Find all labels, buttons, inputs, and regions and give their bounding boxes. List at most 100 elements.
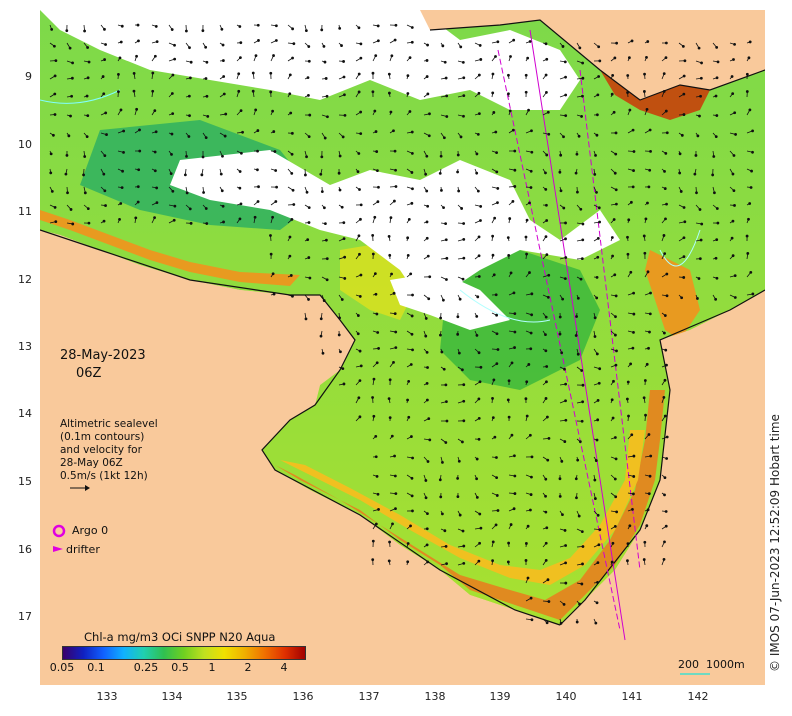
velocity-vector-head (546, 578, 550, 582)
velocity-vector-head (530, 292, 534, 296)
cloud-gap (170, 150, 620, 300)
velocity-vector-head (642, 396, 646, 400)
velocity-vector-head (290, 172, 294, 175)
velocity-vector-head (319, 172, 323, 176)
velocity-vector-head (513, 330, 517, 334)
velocity-vector-head (495, 456, 498, 459)
velocity-vector-head (253, 215, 257, 219)
velocity-vector-head (171, 73, 175, 77)
velocity-vector-head (630, 39, 634, 43)
velocity-vector-head (577, 134, 581, 138)
velocity-vector-head (646, 40, 650, 43)
velocity-vector-head (558, 477, 562, 481)
velocity-vector-head (642, 90, 646, 93)
velocity-vector-head (596, 418, 600, 422)
velocity-vector-head (410, 314, 414, 318)
velocity-vector-head (459, 45, 463, 49)
velocity-vector-head (269, 90, 273, 94)
velocity-vector-head (628, 524, 632, 528)
velocity-vector-head (338, 26, 342, 30)
velocity-vector-head (629, 362, 633, 366)
velocity-vector-head (308, 276, 312, 280)
velocity-vector-head (462, 237, 466, 241)
velocity-vector-head (71, 61, 74, 65)
velocity-vector-head (52, 133, 55, 137)
velocity-vector-head (614, 202, 618, 206)
velocity-vector-head (374, 434, 378, 438)
velocity-vector-head (409, 363, 413, 366)
velocity-vector-head (428, 438, 432, 442)
velocity-vector-head (643, 251, 647, 255)
velocity-vector-head (392, 291, 396, 295)
velocity-vector-head (491, 72, 495, 76)
velocity-vector-head (558, 494, 562, 498)
velocity-vector-head (269, 252, 273, 256)
latitude-tick: 10 (18, 138, 32, 151)
velocity-vector-head (222, 75, 226, 78)
velocity-vector-head (69, 114, 72, 118)
velocity-vector-head (137, 39, 140, 43)
velocity-vector-head (714, 256, 718, 260)
velocity-vector-head (337, 333, 341, 337)
velocity-vector-head (456, 477, 460, 480)
velocity-vector-head (170, 92, 174, 95)
velocity-vector-head (388, 540, 391, 544)
velocity-vector-head (627, 56, 631, 60)
velocity-vector-head (560, 459, 564, 463)
velocity-vector-head (372, 377, 376, 381)
velocity-vector-head (151, 71, 155, 75)
velocity-vector-head (239, 41, 243, 45)
velocity-vector-head (117, 72, 120, 76)
velocity-vector-head (528, 201, 531, 205)
velocity-vector-head (491, 540, 495, 544)
velocity-vector-head (373, 215, 377, 219)
velocity-vector-head (461, 61, 465, 64)
velocity-vector-head (171, 112, 175, 116)
velocity-vector-head (291, 56, 294, 60)
velocity-vector-head (682, 255, 686, 258)
velocity-vector-head (170, 28, 174, 31)
velocity-vector-head (734, 133, 737, 136)
velocity-vector-head (682, 276, 686, 279)
velocity-vector-head (462, 383, 466, 387)
velocity-vector-head (426, 366, 429, 369)
velocity-vector-head (699, 76, 703, 80)
velocity-vector-head (425, 236, 429, 240)
velocity-vector-head (524, 397, 528, 401)
velocity-vector-head (387, 72, 391, 76)
velocity-vector-head (427, 417, 431, 420)
velocity-vector-head (357, 396, 361, 400)
velocity-vector-head (374, 130, 378, 133)
velocity-vector-head (626, 74, 630, 77)
velocity-vector-head (461, 529, 465, 533)
velocity-vector-head (664, 510, 668, 513)
colorbar-tick: 0.05 (49, 661, 75, 674)
velocity-vector-head (475, 333, 479, 337)
velocity-vector-head (662, 72, 666, 76)
velocity-vector-head (715, 46, 719, 49)
velocity-vector-head (494, 55, 497, 58)
velocity-vector-head (376, 39, 380, 43)
velocity-vector-head (358, 188, 361, 191)
velocity-vector-head (714, 135, 718, 138)
velocity-vector-head (342, 221, 346, 225)
velocity-vector-head (256, 23, 260, 27)
velocity-vector-head (711, 173, 715, 177)
velocity-vector-head (274, 39, 278, 42)
colorbar-tick: 0.1 (87, 661, 105, 674)
velocity-vector-head (53, 113, 57, 116)
velocity-vector-head (649, 291, 652, 295)
velocity-vector-head (256, 149, 259, 153)
colorbar-tick: 1 (208, 661, 216, 674)
velocity-vector-head (224, 112, 228, 116)
land-east (545, 290, 765, 685)
velocity-vector-head (387, 397, 391, 401)
velocity-vector-head (665, 272, 669, 276)
velocity-vector-head (441, 44, 445, 48)
velocity-vector-head (251, 71, 255, 75)
velocity-vector-head (478, 541, 482, 545)
velocity-vector-head (409, 524, 412, 528)
velocity-vector-head (442, 136, 446, 140)
velocity-vector-head (597, 381, 601, 385)
velocity-vector-head (120, 186, 124, 190)
